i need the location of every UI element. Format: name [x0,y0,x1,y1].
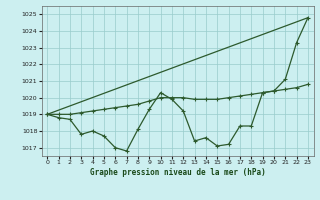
X-axis label: Graphe pression niveau de la mer (hPa): Graphe pression niveau de la mer (hPa) [90,168,266,177]
